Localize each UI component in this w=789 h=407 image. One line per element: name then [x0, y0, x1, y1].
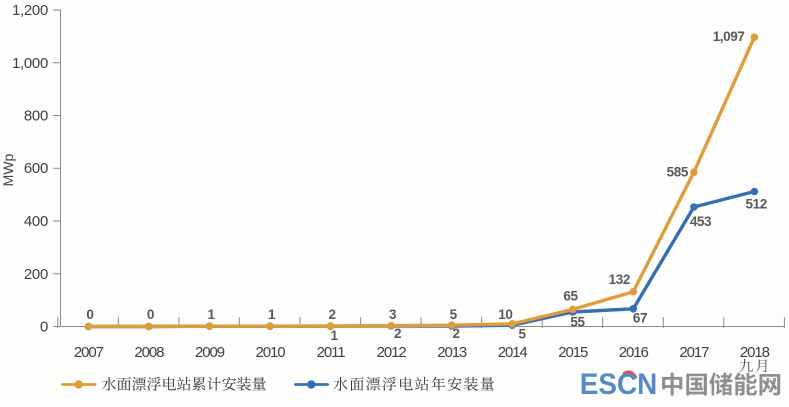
- svg-text:2011: 2011: [317, 344, 346, 361]
- svg-text:2007: 2007: [74, 344, 104, 361]
- svg-text:132: 132: [609, 272, 630, 287]
- svg-text:0: 0: [86, 307, 93, 322]
- svg-text:1: 1: [207, 307, 215, 322]
- svg-text:200: 200: [24, 266, 48, 283]
- svg-text:400: 400: [24, 213, 48, 230]
- svg-text:2017: 2017: [679, 344, 709, 361]
- svg-text:2016: 2016: [619, 344, 649, 361]
- svg-text:2014: 2014: [498, 344, 528, 361]
- svg-text:1,200: 1,200: [12, 2, 48, 19]
- svg-text:ESCN: ESCN: [580, 368, 657, 401]
- svg-text:585: 585: [667, 165, 689, 180]
- svg-text:2: 2: [452, 326, 459, 341]
- svg-text:0: 0: [147, 307, 154, 322]
- svg-text:800: 800: [24, 108, 48, 125]
- svg-text:0: 0: [40, 319, 48, 336]
- svg-text:600: 600: [24, 160, 48, 177]
- svg-text:1,097: 1,097: [713, 29, 745, 44]
- svg-text:5: 5: [518, 327, 526, 342]
- svg-text:1,000: 1,000: [12, 55, 48, 72]
- svg-text:2013: 2013: [437, 344, 467, 361]
- svg-text:2018: 2018: [740, 344, 770, 361]
- svg-text:67: 67: [633, 311, 647, 326]
- svg-text:10: 10: [498, 307, 512, 322]
- svg-text:2010: 2010: [256, 344, 286, 361]
- svg-text:2009: 2009: [195, 344, 225, 361]
- svg-text:1: 1: [330, 328, 338, 343]
- svg-text:453: 453: [690, 214, 712, 229]
- svg-text:5: 5: [450, 307, 458, 322]
- svg-text:2: 2: [329, 307, 336, 322]
- svg-text:1: 1: [268, 307, 276, 322]
- svg-text:512: 512: [746, 197, 767, 212]
- svg-text:2012: 2012: [377, 344, 407, 361]
- svg-text:2015: 2015: [558, 344, 588, 361]
- svg-text:2008: 2008: [134, 344, 164, 361]
- svg-text:65: 65: [563, 289, 578, 304]
- svg-text:MWp: MWp: [0, 153, 16, 186]
- svg-text:55: 55: [570, 315, 585, 330]
- svg-text:2: 2: [394, 326, 401, 341]
- svg-text:3: 3: [389, 307, 397, 322]
